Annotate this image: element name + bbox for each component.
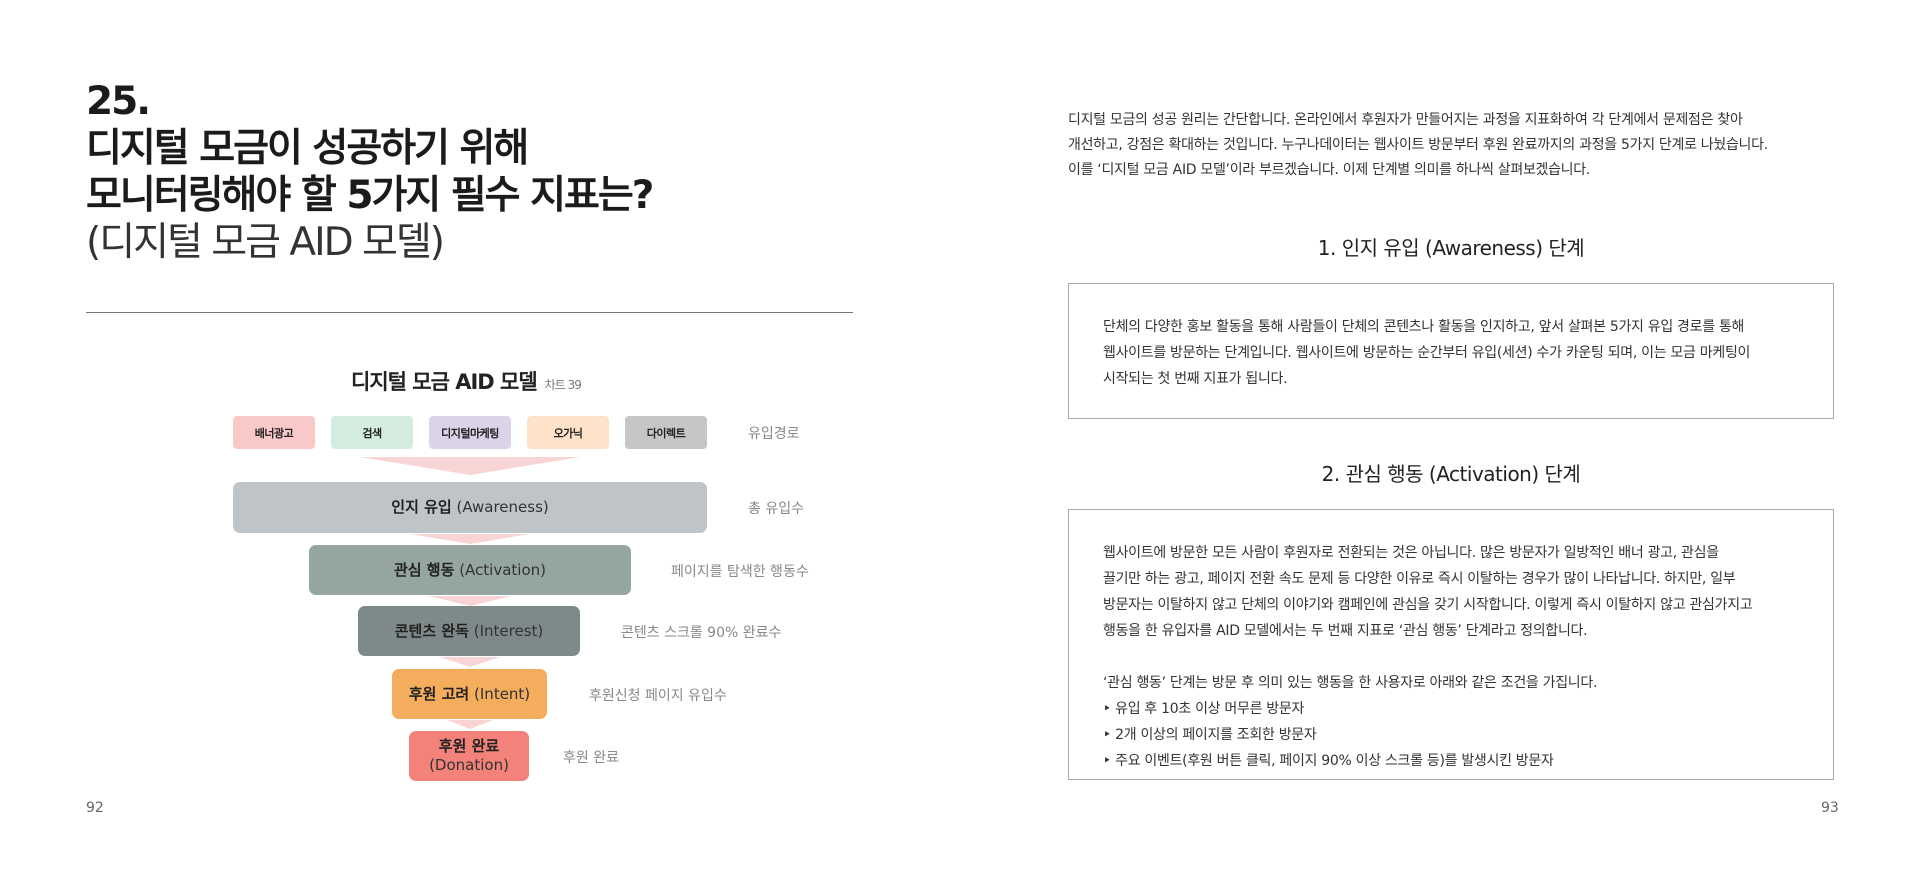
chart-title: 디지털 모금 AID 모델 차트 39	[351, 366, 582, 396]
stage-metric: 후원 완료	[563, 750, 619, 766]
section-heading-activation: 2. 관심 행동 (Activation) 단계	[1321, 462, 1581, 486]
funnel-arrow	[429, 596, 511, 606]
funnel-arrow	[410, 534, 530, 544]
stage-metric: 페이지를 탐색한 행동수	[671, 564, 809, 580]
body-line: 방문자는 이탈하지 않고 단체의 이야기와 캠페인에 관심을 갖기 시작합니다.…	[1103, 597, 1753, 613]
channel-search: 검색	[331, 416, 413, 449]
title-line-2: 모니터링해야 할 5가지 필수 지표는?	[86, 173, 654, 218]
stage-awareness: 인지 유입 (Awareness)	[233, 482, 707, 533]
stage-en: (Awareness)	[456, 498, 549, 516]
section-box-awareness: 단체의 다양한 홍보 활동을 통해 사람들이 단체의 콘텐츠나 활동을 인지하고…	[1068, 283, 1834, 419]
body-line: 끌기만 하는 광고, 페이지 전환 속도 문제 등 다양한 이유로 즉시 이탈하…	[1103, 571, 1736, 587]
stage-interest: 콘텐츠 완독 (Interest)	[358, 606, 580, 656]
intro-line: 개선하고, 강점은 확대하는 것입니다. 누구나데이터는 웹사이트 방문부터 후…	[1068, 137, 1768, 153]
stage-ko: 관심 행동	[393, 560, 455, 579]
title-line-1: 디지털 모금이 성공하기 위해	[86, 126, 529, 171]
stage-ko: 후원 완료	[438, 737, 500, 755]
funnel-arrow	[360, 457, 580, 475]
intro-line: 이를 ‘디지털 모금 AID 모델’이라 부르겠습니다. 이제 단계별 의미를 …	[1068, 162, 1590, 178]
stage-ko: 후원 고려	[408, 684, 470, 703]
intro-paragraph: 디지털 모금의 성공 원리는 간단합니다. 온라인에서 후원자가 만들어지는 과…	[1068, 108, 1838, 183]
stage-en: (Activation)	[459, 560, 547, 579]
stage-ko: 인지 유입	[391, 498, 452, 516]
stage-ko: 콘텐츠 완독	[394, 621, 469, 640]
page-number-left: 92	[86, 800, 104, 816]
stage-metric: 후원신청 페이지 유입수	[589, 688, 727, 704]
page-title: 25. 디지털 모금이 성공하기 위해 모니터링해야 할 5가지 필수 지표는?…	[86, 78, 866, 266]
title-number: 25.	[86, 79, 151, 124]
body-line: 시작되는 첫 번째 지표가 됩니다.	[1103, 371, 1288, 387]
section-box-activation: 웹사이트에 방문한 모든 사람이 후원자로 전환되는 것은 아닙니다. 많은 방…	[1068, 509, 1834, 780]
body-line: 웹사이트에 방문한 모든 사람이 후원자로 전환되는 것은 아닙니다. 많은 방…	[1103, 545, 1719, 561]
chart-number: 차트 39	[544, 378, 582, 392]
stage-activation: 관심 행동 (Activation)	[309, 545, 631, 595]
criteria-intro: ‘관심 행동’ 단계는 방문 후 의미 있는 행동을 한 사용자로 아래와 같은…	[1103, 675, 1598, 691]
stage-en: (Interest)	[473, 621, 544, 640]
channels-label: 유입경로	[748, 426, 800, 442]
stage-donation: 후원 완료 (Donation)	[409, 731, 529, 781]
channel-banner: 배너광고	[233, 416, 315, 449]
stage-en: (Intent)	[474, 684, 531, 703]
stage-metric: 총 유입수	[748, 501, 804, 517]
stage-en: (Donation)	[429, 756, 509, 774]
title-subtitle: (디지털 모금 AID 모델)	[86, 220, 445, 265]
channel-direct: 다이렉트	[625, 416, 707, 449]
channel-digital-marketing: 디지털마케팅	[429, 416, 511, 449]
intro-line: 디지털 모금의 성공 원리는 간단합니다. 온라인에서 후원자가 만들어지는 과…	[1068, 112, 1743, 128]
criteria-item: ‣ 주요 이벤트(후원 버튼 클릭, 페이지 90% 이상 스크롤 등)를 발생…	[1103, 753, 1554, 769]
criteria-item: ‣ 유입 후 10초 이상 머무른 방문자	[1103, 701, 1305, 717]
funnel-arrow	[447, 720, 493, 729]
body-line: 웹사이트를 방문하는 단계입니다. 웹사이트에 방문하는 순간부터 유입(세션)…	[1103, 345, 1751, 361]
funnel-arrow	[440, 657, 500, 667]
stage-intent: 후원 고려 (Intent)	[392, 669, 547, 719]
body-line: 행동을 한 유입자를 AID 모델에서는 두 번째 지표로 ‘관심 행동’ 단계…	[1103, 623, 1588, 639]
channel-organic: 오가닉	[527, 416, 609, 449]
page-number-right: 93	[1821, 800, 1839, 816]
divider	[86, 312, 853, 313]
section-heading-awareness: 1. 인지 유입 (Awareness) 단계	[1317, 236, 1585, 260]
stage-metric: 콘텐츠 스크롤 90% 완료수	[621, 625, 782, 641]
criteria-item: ‣ 2개 이상의 페이지를 조회한 방문자	[1103, 727, 1317, 743]
body-line: 단체의 다양한 홍보 활동을 통해 사람들이 단체의 콘텐츠나 활동을 인지하고…	[1103, 319, 1745, 335]
chart-title-text: 디지털 모금 AID 모델	[351, 370, 538, 394]
